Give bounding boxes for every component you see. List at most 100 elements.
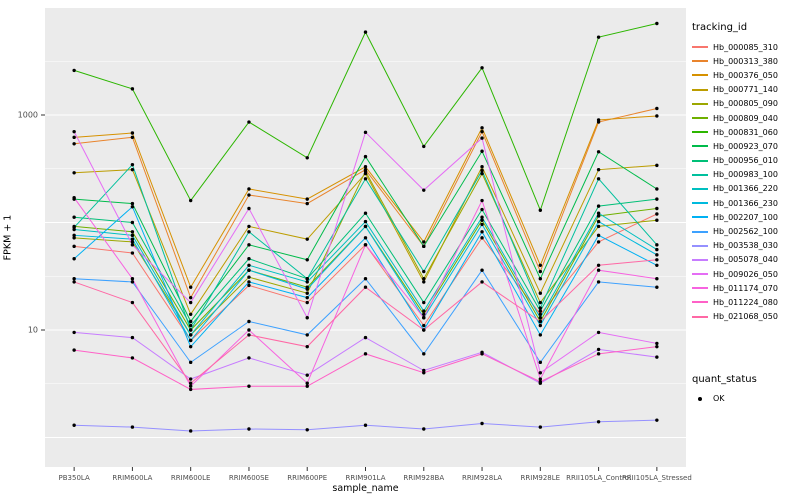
data-point [422,244,426,249]
data-point [188,328,193,332]
data-point [72,348,76,352]
data-point [422,323,426,328]
data-point [655,344,659,349]
data-point [130,243,135,247]
data-point [363,243,368,247]
data-point [72,233,76,238]
legend-item-Hb_005078_040: Hb_005078_040 [692,253,798,267]
data-point [305,258,309,262]
legend: tracking_id Hb_000085_310 Hb_000313_380 Hb… [692,22,798,406]
data-point [72,129,76,134]
data-point [422,269,426,274]
data-point [247,206,251,211]
data-point [363,171,368,176]
data-point [480,222,484,227]
data-point [538,333,543,337]
data-point [655,253,659,257]
data-point [188,338,193,343]
legend-item-label: Hb_002562_100 [713,227,778,237]
data-point [538,319,543,324]
data-point [247,243,251,247]
data-point [363,130,368,135]
data-point [305,295,309,300]
legend-item-label: Hb_003538_030 [713,241,778,251]
legend-key-line-icon [692,202,708,205]
data-point [188,384,193,388]
data-point [655,263,659,267]
legend-key-line-icon [692,244,708,247]
data-point [305,373,309,377]
data-point [72,277,76,281]
data-point [538,263,543,267]
data-point [72,244,76,249]
data-point [538,291,543,295]
data-point [596,347,601,352]
legend-item-label: Hb_000956_010 [713,156,778,166]
data-point [130,230,135,234]
legend-key-line-icon [692,258,708,261]
data-point [130,201,135,206]
data-point [130,220,135,225]
legend-item-label: Hb_000376_050 [713,70,778,80]
legend-key-line-icon [692,216,708,219]
data-point [538,380,543,384]
data-point [422,277,426,281]
data-point [655,285,659,289]
data-point [596,214,601,218]
data-point [422,309,426,313]
data-point [305,237,309,241]
data-point [130,280,135,284]
data-point [480,268,484,272]
legend-item-label: Hb_009026_050 [713,269,778,279]
data-point [188,198,193,203]
data-point [538,312,543,316]
data-point [247,333,251,337]
legend-key-line-icon [692,287,708,290]
y-tick-label: 1000 [18,111,38,120]
data-point [363,169,368,173]
data-point [480,66,484,70]
data-point [188,360,193,365]
data-point [188,344,193,349]
legend-item-label: Hb_000809_040 [713,113,778,123]
data-point [130,131,135,135]
data-point [655,277,659,281]
data-point [538,425,543,429]
legend-key-line-icon [692,145,708,148]
data-point [305,344,309,349]
data-point [422,240,426,244]
data-point [363,335,368,340]
data-point [538,316,543,320]
legend-key-line-icon [692,273,708,276]
legend-items-list: Hb_000085_310 Hb_000313_380 Hb_000376_050 H… [692,40,798,324]
x-tick-label: RRIM600LA [112,474,152,482]
data-point [72,257,76,261]
data-point [363,219,368,224]
data-point [72,142,76,146]
legend-item-Hb_000983_100: Hb_000983_100 [692,168,798,182]
data-point [247,120,251,124]
data-point [422,300,426,305]
data-point [480,126,484,130]
data-point [247,427,251,431]
data-point [655,258,659,262]
data-point [363,177,368,181]
data-point [247,193,251,197]
data-point [130,135,135,140]
data-point [247,283,251,288]
data-point [655,212,659,216]
legend-key-line-icon [692,230,708,233]
legend-item-label: Hb_000923_070 [713,141,778,151]
data-point [655,187,659,191]
data-point [72,215,76,219]
data-point [538,360,543,365]
data-point [305,201,309,206]
data-point [480,280,484,284]
data-point [596,204,601,208]
legend-key-line-icon [692,88,708,91]
data-point [596,268,601,272]
data-point [422,312,426,316]
data-point [596,330,601,335]
data-point [422,427,426,431]
